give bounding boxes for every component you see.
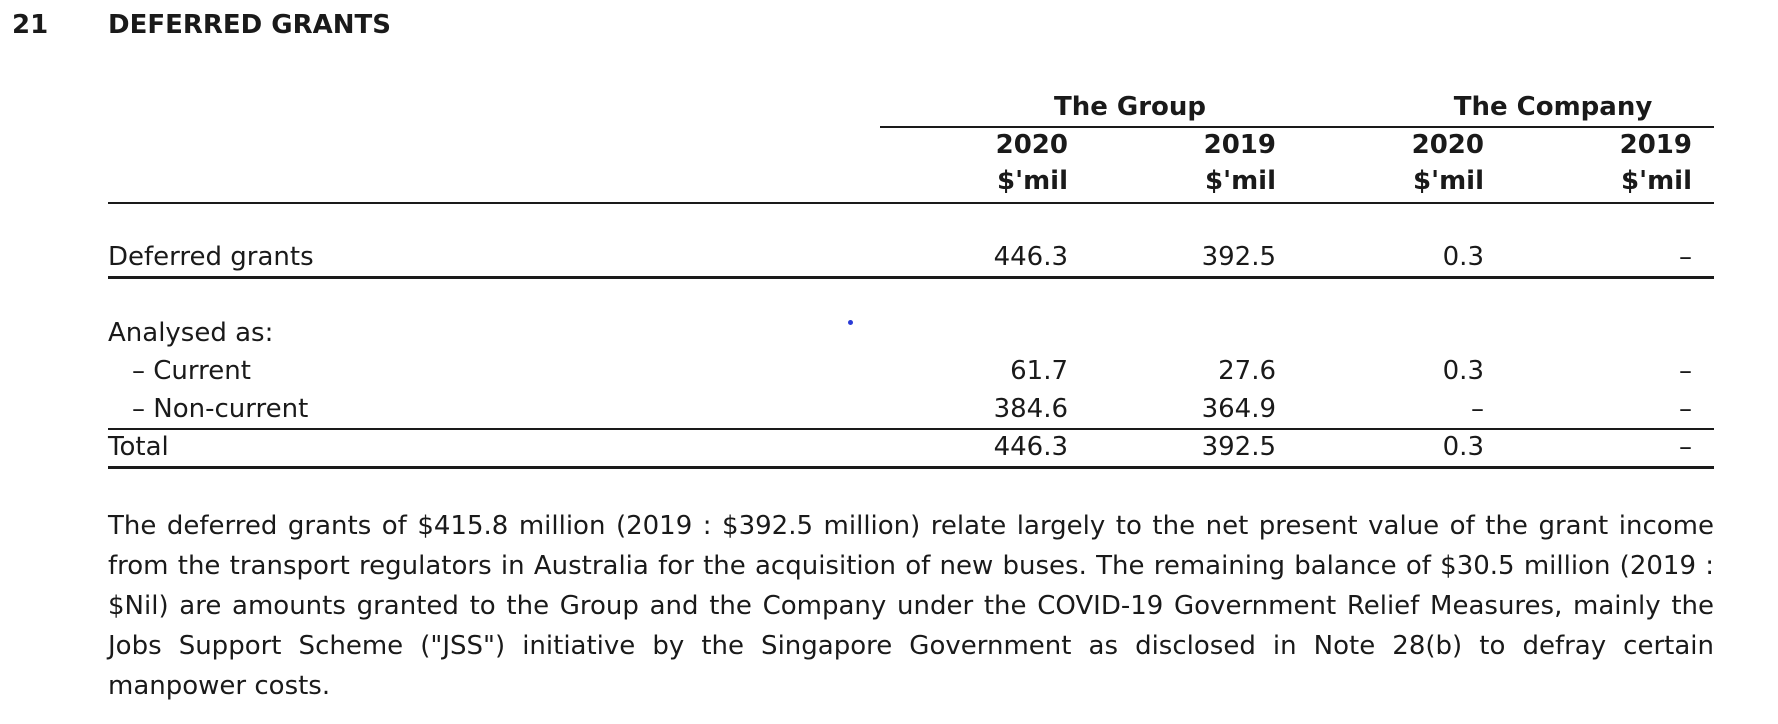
section-title: DEFERRED GRANTS bbox=[108, 10, 392, 40]
subtotal-rule bbox=[108, 428, 1714, 430]
cell-non-current-company-2019: – bbox=[1679, 394, 1692, 424]
cell-deferred-grants-company-2020: 0.3 bbox=[1442, 242, 1484, 272]
cell-total-group-2019: 392.5 bbox=[1201, 432, 1276, 462]
cell-non-current-company-2020: – bbox=[1471, 394, 1484, 424]
row-label-non-current: – Non-current bbox=[132, 394, 309, 424]
section-number: 21 bbox=[12, 10, 49, 40]
group-header-rule bbox=[880, 126, 1714, 128]
row-label-deferred-grants: Deferred grants bbox=[108, 242, 314, 272]
cell-deferred-grants-company-2019: – bbox=[1679, 242, 1692, 272]
row-label-total: Total bbox=[108, 432, 169, 462]
row-label-current: – Current bbox=[132, 356, 251, 386]
group-header-the-company: The Company bbox=[1453, 92, 1653, 122]
col-header-group-2019: 2019 bbox=[1203, 130, 1276, 160]
cell-deferred-grants-group-2019: 392.5 bbox=[1201, 242, 1276, 272]
col-unit-company-2019: $'mil bbox=[1621, 166, 1692, 196]
col-unit-group-2020: $'mil bbox=[997, 166, 1068, 196]
col-header-company-2019: 2019 bbox=[1619, 130, 1692, 160]
col-unit-group-2019: $'mil bbox=[1205, 166, 1276, 196]
cell-deferred-grants-group-2020: 446.3 bbox=[993, 242, 1068, 272]
cell-current-company-2019: – bbox=[1679, 356, 1692, 386]
cell-total-company-2020: 0.3 bbox=[1442, 432, 1484, 462]
cell-current-group-2020: 61.7 bbox=[1010, 356, 1068, 386]
cell-non-current-group-2020: 384.6 bbox=[993, 394, 1068, 424]
col-unit-company-2020: $'mil bbox=[1413, 166, 1484, 196]
cell-current-company-2020: 0.3 bbox=[1442, 356, 1484, 386]
cell-non-current-group-2019: 364.9 bbox=[1201, 394, 1276, 424]
total-rule bbox=[108, 466, 1714, 469]
cell-total-company-2019: – bbox=[1679, 432, 1692, 462]
group-header-the-group: The Group bbox=[1053, 92, 1207, 122]
col-header-group-2020: 2020 bbox=[995, 130, 1068, 160]
stray-dot bbox=[848, 320, 853, 325]
cell-total-group-2020: 446.3 bbox=[993, 432, 1068, 462]
col-header-company-2020: 2020 bbox=[1411, 130, 1484, 160]
row-label-analysed-as: Analysed as: bbox=[108, 318, 274, 348]
deferred-grants-rule bbox=[108, 276, 1714, 279]
note-paragraph: The deferred grants of $415.8 million (2… bbox=[108, 511, 1714, 701]
header-bottom-rule bbox=[108, 202, 1714, 204]
cell-current-group-2019: 27.6 bbox=[1218, 356, 1276, 386]
